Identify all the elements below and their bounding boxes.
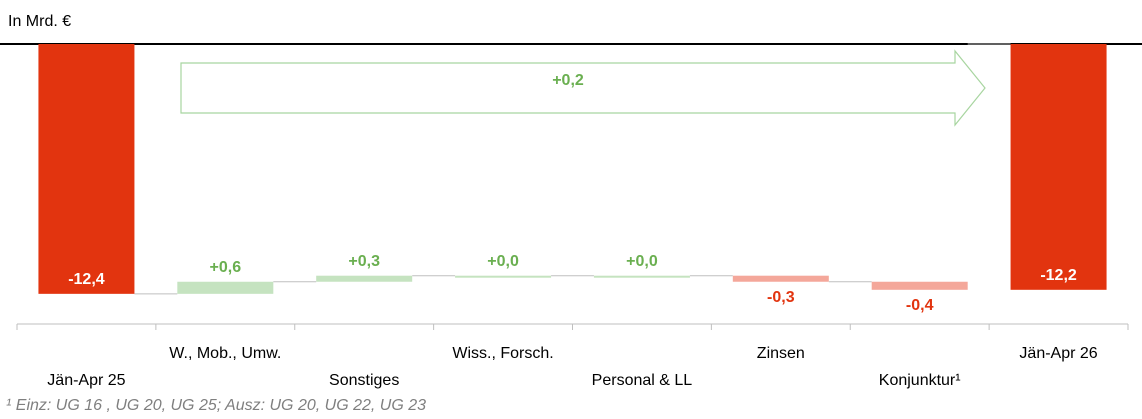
trend-arrow bbox=[180, 49, 986, 127]
x-tick-label: Konjunktur¹ bbox=[879, 372, 961, 389]
bar bbox=[455, 275, 552, 278]
x-tick-label: Jän-Apr 26 bbox=[1019, 345, 1097, 362]
value-label: +0,3 bbox=[348, 253, 380, 270]
value-label: +0,0 bbox=[487, 253, 519, 270]
value-label: +0,6 bbox=[210, 259, 242, 276]
bar bbox=[1010, 44, 1107, 290]
unit-label: In Mrd. € bbox=[8, 13, 71, 30]
x-tick-label: Zinsen bbox=[757, 345, 805, 362]
bar bbox=[593, 275, 690, 278]
value-label: -0,3 bbox=[767, 289, 795, 306]
bar bbox=[38, 44, 135, 294]
x-tick-label: Wiss., Forsch. bbox=[452, 345, 553, 362]
x-tick-label: Jän-Apr 25 bbox=[47, 372, 125, 389]
trend-label: +0,2 bbox=[552, 72, 584, 89]
bar bbox=[177, 281, 274, 294]
footnote: ¹ Einz: UG 16 , UG 20, UG 25; Ausz: UG 2… bbox=[6, 397, 426, 414]
value-label: +0,0 bbox=[626, 253, 658, 270]
x-tick-label: Sonstiges bbox=[329, 372, 399, 389]
value-label: -12,4 bbox=[68, 271, 105, 288]
x-tick-label: W., Mob., Umw. bbox=[169, 345, 281, 362]
value-label: -0,4 bbox=[906, 297, 934, 314]
value-label: -12,2 bbox=[1040, 267, 1077, 284]
bar bbox=[871, 281, 968, 290]
x-tick-label: Personal & LL bbox=[592, 372, 693, 389]
bar bbox=[316, 275, 413, 282]
bar bbox=[732, 275, 829, 282]
